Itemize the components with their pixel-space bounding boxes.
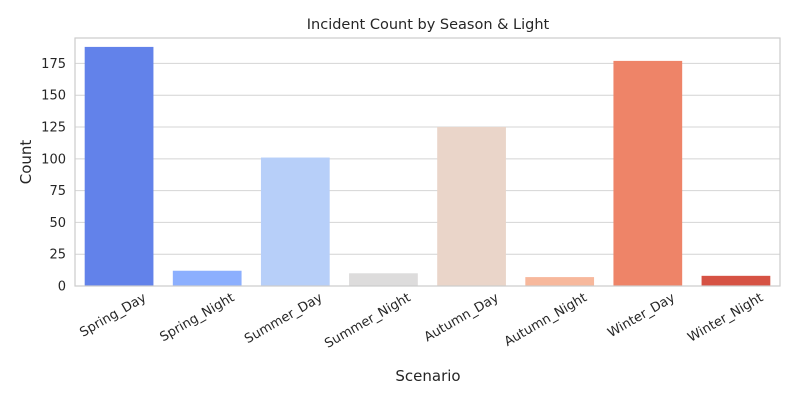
y-tick-label: 50	[49, 216, 66, 231]
bar-autumn-day	[437, 127, 506, 287]
x-tick-label: Autumn_Day	[422, 290, 502, 345]
x-tick-label: Winter_Night	[685, 290, 766, 345]
x-tick-label: Winter_Day	[605, 290, 678, 341]
bar-summer-day	[260, 157, 330, 286]
bars	[84, 46, 771, 287]
y-tick-label: 100	[41, 152, 66, 167]
y-tick-label: 150	[41, 89, 66, 104]
y-gridlines	[75, 62, 780, 287]
plot-frame	[74, 37, 781, 287]
x-tick-label: Spring_Day	[77, 290, 149, 340]
chart-title: Incident Count by Season & Light	[307, 17, 550, 33]
y-tick-label: 125	[41, 121, 66, 136]
y-tick-label: 75	[49, 184, 66, 199]
x-tick-label: Autumn_Night	[502, 290, 590, 349]
x-tick-label: Summer_Day	[242, 290, 325, 347]
bar-autumn-night	[525, 277, 595, 286]
y-tick-label: 0	[58, 280, 66, 295]
bar-winter-day	[613, 60, 683, 287]
x-axis-label: Scenario	[395, 367, 460, 385]
y-tick-labels: 0 25 50 75 100 125 150 175	[41, 57, 66, 295]
x-tick-label: Spring_Night	[157, 290, 237, 345]
y-tick-label: 175	[41, 57, 66, 72]
x-tick-label: Summer_Night	[322, 290, 413, 351]
bar-spring-night	[172, 270, 242, 286]
y-tick-label: 25	[49, 248, 66, 263]
bar-summer-night	[349, 273, 418, 286]
x-tick-labels: Spring_Day Spring_Night Summer_DaySummer_N…	[77, 290, 766, 351]
bar-winter-night	[701, 275, 771, 286]
y-axis-label: Count	[17, 140, 35, 185]
bar-spring-day	[84, 46, 154, 287]
